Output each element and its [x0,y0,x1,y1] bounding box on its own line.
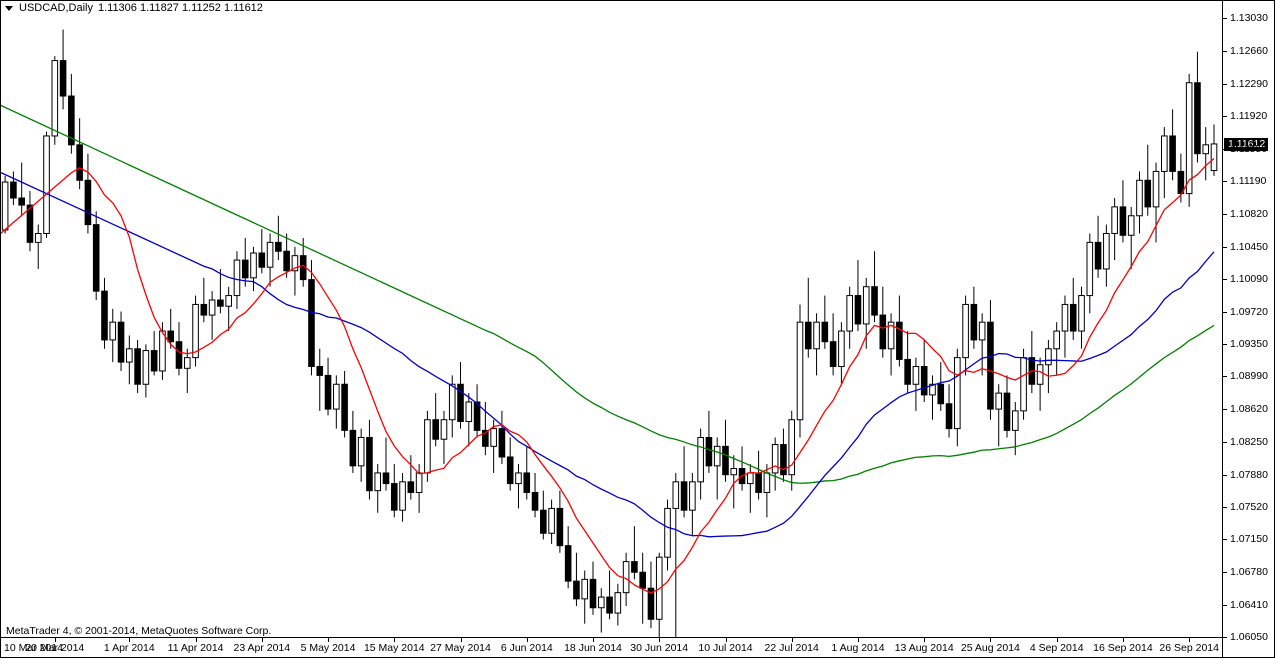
price-tick [1223,214,1227,215]
date-axis-label: 10 Jul 2014 [698,642,753,654]
price-axis-label: 1.07150 [1230,533,1268,546]
date-axis-label: 13 Aug 2014 [894,642,954,654]
price-axis-label: 1.11920 [1230,110,1268,123]
price-tick [1223,149,1227,151]
price-axis-label: 1.10450 [1230,240,1268,253]
date-tick [725,638,727,642]
date-axis[interactable]: 10 Mar 2014 20 Mar 2014 1 Apr 2014 11 Apr 2… [1,638,1222,658]
date-tick [858,638,859,642]
date-axis-label: 4 Sep 2014 [1029,642,1084,654]
price-axis-label: 1.13030 [1230,12,1268,24]
current-price-tag: 1.11612 [1224,137,1269,151]
chart-plot-area[interactable] [1,16,1222,637]
price-tick [1223,246,1227,248]
date-tick [54,638,56,642]
price-tick [1223,181,1227,183]
date-tick [261,638,263,642]
plot-bottom-border [1,637,1222,638]
date-axis-label: 10 Mar 2014 [4,642,63,654]
date-tick [924,638,926,642]
date-axis-label: 23 Apr 2014 [233,642,291,654]
symbol-info-bar: USDCAD,Daily 1.11306 1.11827 1.11252 1.1… [1,1,1274,15]
price-axis-label: 1.10090 [1230,272,1268,285]
price-tick [1223,506,1227,508]
price-tick [1223,50,1227,52]
ma-fast-line [1,157,1215,594]
date-tick [659,638,661,642]
date-tick [1056,638,1058,642]
date-axis-label: 1 Aug 2014 [831,642,885,654]
date-axis-label: 6 Jun 2014 [500,642,553,654]
date-axis-label: 18 Jun 2014 [564,642,622,654]
price-tick [1223,409,1227,411]
date-axis-label: 30 Jun 2014 [630,642,689,654]
chevron-down-icon[interactable] [5,5,13,11]
price-axis-label: 1.08990 [1230,370,1268,383]
price-tick [1223,637,1227,638]
price-axis-label: 1.08250 [1230,435,1268,448]
ma-slow-line [1,104,1215,484]
price-axis-label: 1.06410 [1230,599,1268,612]
price-axis-label: 1.06050 [1230,631,1268,643]
date-axis-label: 22 Jul 2014 [764,642,819,654]
price-axis-label: 1.12290 [1230,77,1268,90]
ohlc-values: 1.11306 1.11827 1.11252 1.11612 [97,2,263,14]
date-tick [1189,638,1191,642]
symbol-label: USDCAD,Daily [19,2,93,14]
price-axis-label: 1.09720 [1230,305,1268,318]
price-tick [1223,539,1227,541]
date-axis-label: 11 Apr 2014 [167,642,224,654]
candle-series [1,29,1218,637]
price-tick [1223,344,1227,346]
date-tick [526,638,528,642]
date-tick [1122,638,1124,642]
price-tick [1223,605,1227,607]
date-axis-label: 20 Mar 2014 [25,642,85,654]
date-axis-label: 27 May 2014 [430,642,491,654]
candlestick-chart [1,29,1218,637]
price-tick [1223,376,1227,378]
price-axis-label: 1.11550 [1230,143,1268,156]
date-tick [593,638,594,642]
price-tick [1223,278,1227,280]
price-axis-label: 1.08620 [1230,403,1268,416]
price-tick [1223,83,1227,85]
date-axis-label: 5 May 2014 [300,642,356,654]
price-tick [1223,572,1227,574]
date-tick [460,638,462,642]
price-axis-label: 1.12660 [1230,44,1268,57]
date-tick [990,638,992,642]
price-tick [1223,311,1227,313]
date-axis-label: 26 Sep 2014 [1159,642,1219,654]
date-axis-label: 15 May 2014 [363,642,425,654]
date-tick [791,638,793,642]
price-axis-label: 1.07880 [1230,468,1268,481]
price-axis-label: 1.07520 [1230,500,1268,513]
price-tick [1223,116,1227,118]
price-tick [1223,18,1227,19]
price-axis-label: 1.09350 [1230,338,1268,351]
date-tick [129,638,131,642]
date-tick [195,638,197,642]
date-axis-label: 16 Sep 2014 [1093,642,1153,654]
price-axis-label: 1.10820 [1230,208,1268,220]
date-axis-label: 25 Aug 2014 [960,642,1020,654]
price-axis[interactable]: 1.11612 1.13030 1.12660 1.12290 1.11920 1.11… [1222,1,1275,657]
price-tick [1223,441,1227,443]
price-axis-label: 1.11190 [1230,175,1267,188]
price-tick [1223,474,1227,476]
date-tick [328,638,329,642]
copyright-text: MetaTrader 4, © 2001-2014, MetaQuotes So… [6,625,272,637]
date-axis-label: 1 Apr 2014 [103,642,155,654]
date-tick [394,638,396,642]
ma-medium-line [1,171,1215,538]
price-axis-label: 1.06780 [1230,566,1268,579]
